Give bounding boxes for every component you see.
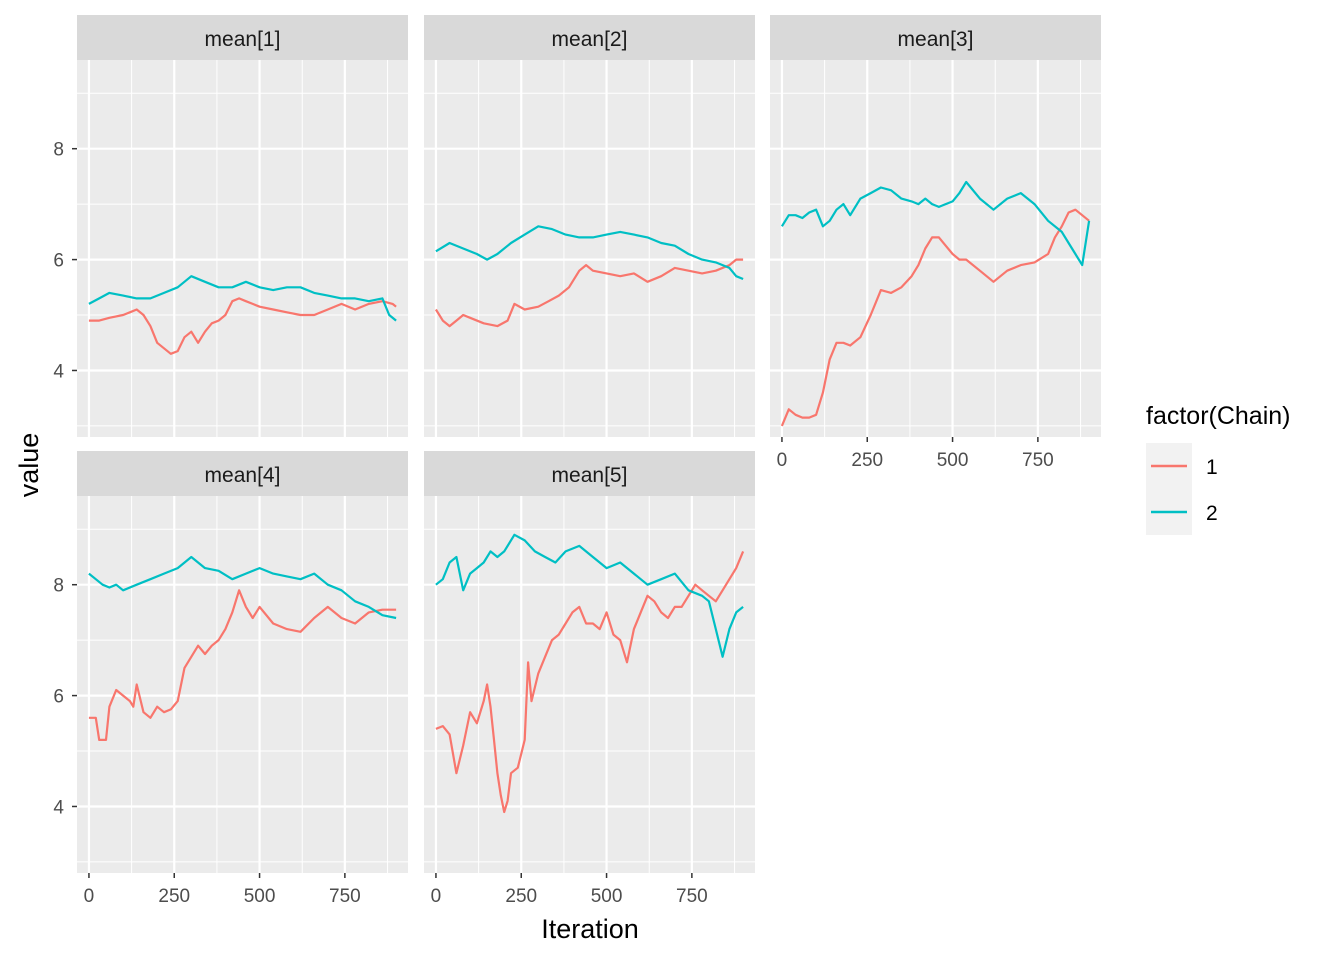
series-line-chain-1: [435, 550, 745, 814]
x-tick-label: 500: [591, 886, 623, 907]
facet-strip-label: mean[5]: [552, 464, 628, 487]
series-line-chain-1: [88, 297, 397, 355]
y-tick-label: 8: [53, 576, 64, 597]
facet-panel-2: mean[2]: [424, 15, 755, 437]
x-tick-label: 250: [158, 886, 190, 907]
facet-panel-5: mean[5] 0 250 500 750: [424, 451, 755, 907]
facet-strip: [424, 451, 755, 496]
facet-panel-1: mean[1] 4 6 8: [53, 15, 408, 437]
x-tick-label: 0: [777, 450, 788, 471]
facet-strip-label: mean[1]: [205, 28, 281, 51]
facet-strip: [77, 15, 408, 60]
facet-strip: [424, 15, 755, 60]
series-line-chain-2: [780, 180, 1091, 267]
facet-strip-label: mean[3]: [898, 28, 974, 51]
legend-title: factor(Chain): [1146, 402, 1291, 430]
x-tick-label: 250: [851, 450, 883, 471]
panel-background: [77, 60, 408, 437]
x-tick-label: 0: [84, 886, 95, 907]
series-line-chain-2: [88, 555, 397, 620]
y-tick-label: 8: [53, 140, 64, 161]
panel-background: [424, 60, 755, 437]
facet-panel-4: mean[4] 0 250 500 750 4 6 8: [53, 451, 408, 907]
y-tick-label: 4: [53, 797, 64, 818]
y-tick-label: 6: [53, 687, 64, 708]
series-line-chain-1: [780, 208, 1090, 427]
series-line-chain-2: [88, 275, 397, 322]
series-line-chain-2: [435, 225, 744, 281]
panel-background: [424, 496, 755, 873]
y-tick-label: 6: [53, 251, 64, 272]
x-tick-label: 750: [676, 886, 708, 907]
x-tick-label: 500: [244, 886, 276, 907]
x-axis-title: Iteration: [541, 914, 639, 944]
legend-key-background: [1146, 443, 1192, 535]
facet-panel-3: mean[3] 0 250 500 750: [770, 15, 1101, 471]
facet-strip: [770, 15, 1101, 60]
facet-strip: [77, 451, 408, 496]
x-tick-label: 250: [505, 886, 537, 907]
series-line-chain-1: [88, 589, 397, 742]
panel-background: [770, 60, 1101, 437]
legend: factor(Chain) 1 2: [1146, 402, 1291, 535]
y-axis-title: value: [14, 433, 44, 498]
legend-label-chain-1: 1: [1206, 456, 1218, 479]
legend-label-chain-2: 2: [1206, 502, 1218, 525]
series-line-chain-2: [435, 533, 744, 658]
x-tick-label: 500: [937, 450, 969, 471]
facet-strip-label: mean[2]: [552, 28, 628, 51]
x-tick-label: 750: [329, 886, 361, 907]
series-line-chain-1: [434, 258, 744, 328]
y-tick-label: 4: [53, 361, 64, 382]
x-tick-label: 0: [431, 886, 442, 907]
x-tick-label: 750: [1022, 450, 1054, 471]
panel-background: [77, 496, 408, 873]
facet-strip-label: mean[4]: [205, 464, 281, 487]
